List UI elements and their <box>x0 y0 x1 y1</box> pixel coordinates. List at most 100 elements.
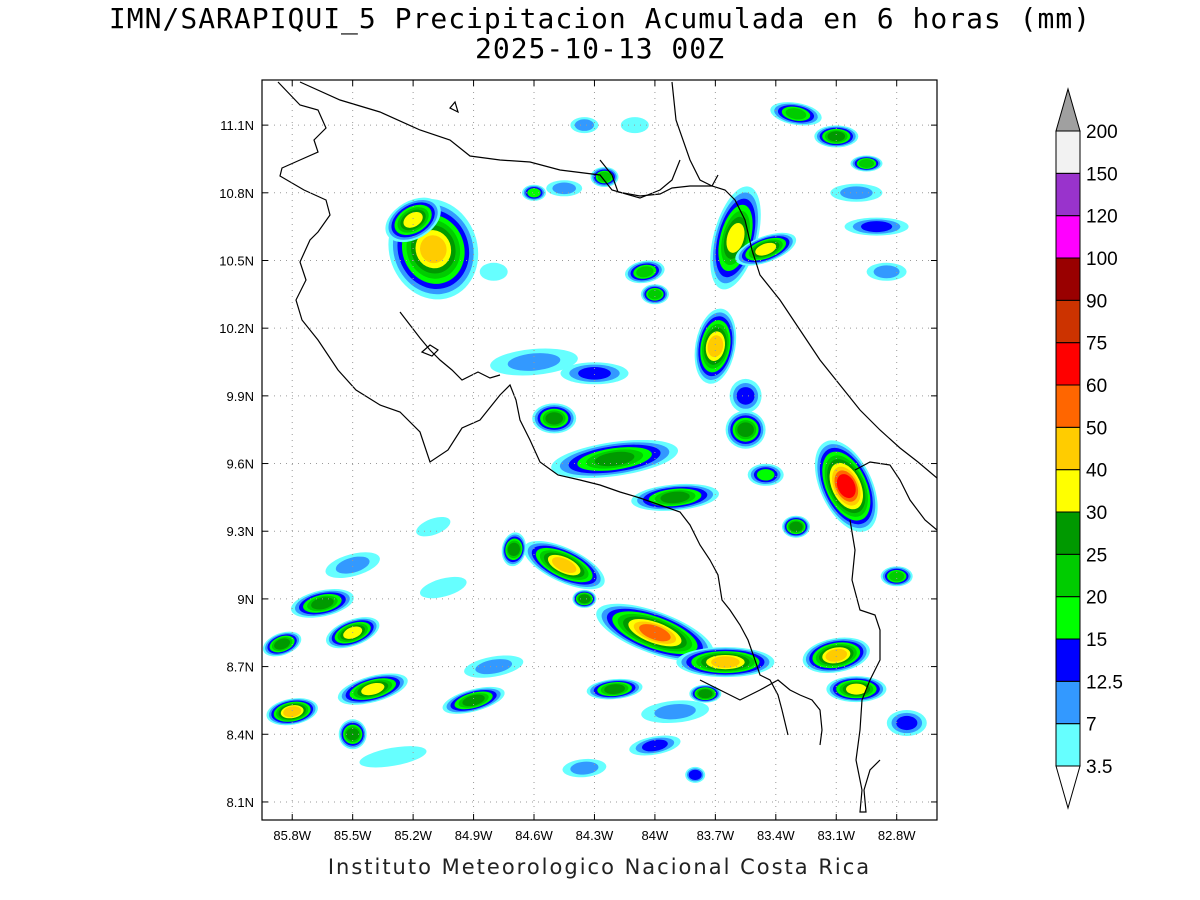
map-title: IMN/SARAPIQUI_5 Precipitacion Acumulada … <box>108 2 1092 35</box>
cell-southern-band-c <box>676 647 775 678</box>
precip-contour <box>283 706 302 718</box>
plot-frame <box>261 79 938 821</box>
precip-contour <box>578 594 591 604</box>
colorbar-swatch <box>1055 469 1081 513</box>
lon-tick-label: 83.4W <box>757 828 795 843</box>
colorbar-swatch <box>1055 596 1081 640</box>
lon-tick-label: 85.8W <box>273 828 311 843</box>
precip-contour <box>861 221 893 233</box>
cell-quepos <box>572 589 597 608</box>
border-panama <box>849 519 881 813</box>
colorbar-label: 12.5 <box>1086 672 1123 693</box>
precip-contour <box>785 108 807 120</box>
colorbar-label: 200 <box>1086 122 1118 143</box>
precip-contour <box>641 739 668 752</box>
cell-north-strat-6 <box>570 117 599 134</box>
colorbar-label: 30 <box>1086 503 1107 524</box>
cell-pacific-18 <box>641 700 709 724</box>
colorbar-label: 3.5 <box>1086 757 1112 778</box>
cell-pacific-16 <box>325 552 380 578</box>
colorbar-swatch <box>1055 299 1081 344</box>
precip-contour <box>359 746 427 768</box>
cell-pacific-9 <box>689 684 722 703</box>
precip-contour <box>698 689 713 699</box>
cell-north-strat-7 <box>729 378 762 413</box>
precip-contour <box>570 761 599 775</box>
coastline-borders <box>277 81 937 813</box>
colorbar-label: 7 <box>1086 715 1097 736</box>
precip-contour <box>420 576 467 599</box>
coastline-northwest <box>277 81 789 736</box>
precip-contour <box>846 683 867 695</box>
colorbar-swatch <box>1055 342 1081 386</box>
precip-contour <box>736 387 755 405</box>
colorbar-swatch <box>1055 723 1081 767</box>
cell-guanacaste-north <box>388 198 479 300</box>
lon-tick-label: 85.2W <box>394 828 432 843</box>
lat-tick-label: 9.6N <box>227 457 254 472</box>
precip-contour <box>858 159 875 168</box>
precip-contour <box>578 367 611 380</box>
cell-sea-north-4 <box>844 217 909 236</box>
cell-pacific-3 <box>262 631 302 657</box>
colorbar-label: 25 <box>1086 545 1107 566</box>
lat-tick-label: 11.1N <box>220 118 254 133</box>
cell-pacific-4 <box>337 673 408 705</box>
map-date: 2025-10-13 00Z <box>474 32 725 65</box>
precip-contour <box>726 222 745 253</box>
colorbar-swatch <box>1055 384 1081 428</box>
precip-contour <box>361 682 385 696</box>
precip-contour <box>654 704 696 720</box>
cell-pacific-10 <box>629 735 681 756</box>
cell-pacific-7 <box>442 686 505 714</box>
coastline-nicoya-gulf <box>399 311 501 381</box>
lat-tick-label: 9N <box>237 592 254 607</box>
precip-contour <box>707 335 724 358</box>
precip-contour <box>574 119 594 131</box>
cell-pacific-19 <box>359 746 427 768</box>
longitude-axis: 85.8W 85.5W 85.2W 84.9W 84.6W 84.3W 84W 83.7W 83… <box>273 80 916 843</box>
border-north <box>599 159 719 197</box>
precipitation-field <box>262 102 927 783</box>
cell-southern-band-a <box>523 540 605 590</box>
colorbar-label: 50 <box>1086 418 1107 439</box>
coastline-bocas <box>854 461 937 531</box>
precip-contour <box>335 556 370 574</box>
cell-north-strat-3 <box>479 262 508 281</box>
colorbar-swatch <box>1055 257 1081 301</box>
cell-pacific-13 <box>562 758 607 778</box>
precip-contour <box>873 265 900 279</box>
coastline-caribbean <box>671 81 937 479</box>
colorbar-label: 90 <box>1086 291 1107 312</box>
cell-sixaola <box>880 566 913 587</box>
colorbar-label: 150 <box>1086 164 1118 185</box>
colorbar-swatch <box>1055 130 1081 174</box>
precip-contour <box>597 171 612 183</box>
cell-pacific-1 <box>290 589 354 618</box>
lat-tick-label: 9.9N <box>227 389 254 404</box>
colorbar-swatch <box>1055 553 1081 598</box>
colorbar: 3.5 7 12.5 15 20 25 30 40 50 60 75 90 100 120 150 200 <box>1055 87 1123 810</box>
precip-contour <box>636 266 654 278</box>
cell-cartago <box>631 483 719 511</box>
cell-talamanca-north <box>814 440 878 532</box>
cell-north-strat-5 <box>546 180 583 197</box>
cell-pacific-8 <box>586 678 643 700</box>
cell-osa-1 <box>802 637 870 674</box>
lon-tick-label: 84.6W <box>515 828 553 843</box>
lat-tick-label: 10.5N <box>219 253 254 268</box>
colorbar-swatch <box>1055 215 1081 259</box>
cell-parrita <box>501 532 527 567</box>
cell-pacific-11 <box>685 766 706 783</box>
lat-tick-label: 10.8N <box>219 186 254 201</box>
precip-contour <box>711 656 740 668</box>
precip-contour <box>647 289 662 300</box>
cell-sea-north-3 <box>850 155 883 172</box>
precip-contour <box>836 474 856 499</box>
coastline-osa <box>699 679 823 746</box>
cell-north-strat-8 <box>747 463 784 486</box>
precip-contour <box>274 638 291 650</box>
colorbar-swatch <box>1055 172 1081 217</box>
cell-pacific-15 <box>420 576 467 599</box>
